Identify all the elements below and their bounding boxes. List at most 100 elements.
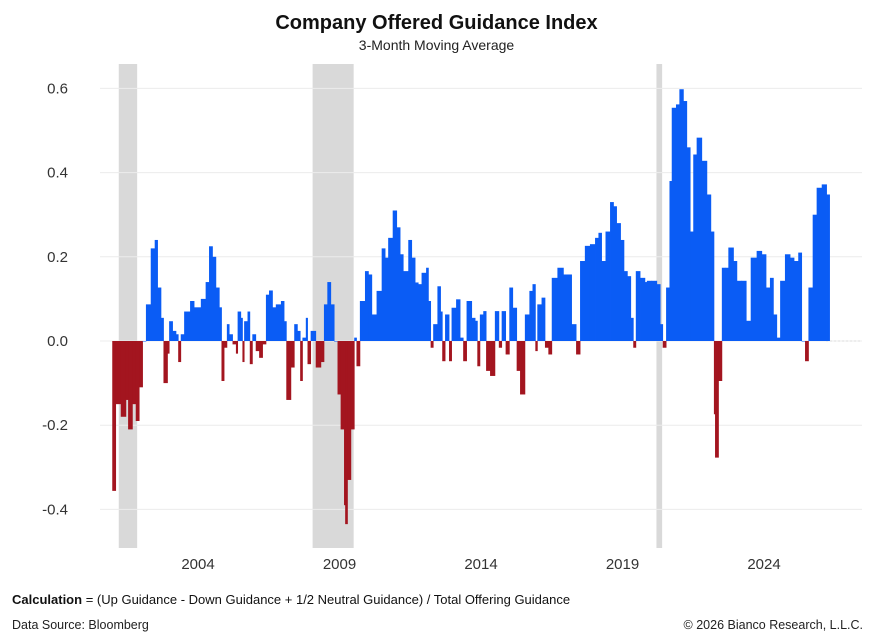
copyright: © 2026 Bianco Research, L.L.C. [683,618,863,632]
recession-band [118,64,138,548]
data-bar [557,267,564,341]
data-bar [205,282,210,341]
data-bar [741,280,747,341]
data-bar [178,341,182,363]
data-bar [780,280,786,341]
data-bar [262,341,267,345]
data-bar [756,250,763,341]
data-bar [773,314,778,341]
y-tick-label: 0.4 [47,165,68,182]
data-bar [172,330,177,341]
data-bar [415,282,419,341]
data-bar [568,274,572,341]
data-bar [139,341,143,388]
data-bar [662,341,667,348]
data-bar [290,341,295,368]
data-bar [693,154,698,341]
data-bar [323,304,328,341]
data-bar [235,341,239,354]
data-bar [150,248,156,341]
data-bar [666,287,670,341]
data-bar [456,299,461,341]
data-bar [154,239,158,341]
data-bar [627,276,632,341]
chart-subtitle: 3-Month Moving Average [358,37,515,53]
data-bar [190,301,195,341]
data-bar [408,239,413,341]
data-bar [300,341,303,381]
data-bar [576,341,581,355]
data-bar [812,214,818,341]
data-bar [200,298,207,341]
data-bar [494,311,500,341]
y-tick-label: -0.2 [42,417,68,434]
data-bar [746,320,752,341]
data-bar [686,147,691,341]
data-bar [128,341,133,430]
data-bar [690,231,694,341]
data-bar [466,301,473,341]
data-bar [330,304,335,341]
data-bar [701,160,708,341]
data-bar [710,231,715,341]
data-bar [307,341,312,365]
data-bar [212,256,217,341]
data-bar [232,341,237,345]
data-bar [418,284,422,341]
data-bar [724,267,729,341]
data-bar [334,341,338,342]
data-bar [371,314,377,341]
data-bar [157,287,162,341]
data-bar [275,304,282,341]
data-bar [396,227,401,341]
data-bar [259,341,263,358]
data-bar [120,341,127,417]
data-bar [821,184,827,341]
data-bar [563,274,569,341]
data-bar [403,271,409,341]
data-bar [240,317,243,341]
data-bar [184,311,191,341]
data-bar [433,324,438,341]
data-bar [640,277,646,341]
data-bar [284,321,287,341]
data-bar [180,334,185,341]
data-bar [790,257,795,341]
data-bar [400,254,404,341]
data-bar [411,257,416,341]
data-bar [683,101,688,341]
data-bar [816,187,823,341]
data-bar [294,324,298,341]
data-bar [255,341,260,352]
x-tick-label: 2004 [181,556,214,573]
data-bar [215,287,220,341]
data-bar [247,311,251,341]
data-bar [635,271,641,341]
data-bar [449,341,452,362]
data-bar [696,137,703,341]
data-bar [571,324,577,341]
data-bar [219,307,222,341]
data-bar [509,287,514,341]
data-bar [430,341,434,348]
data-source: Data Source: Bloomberg [12,618,149,632]
data-bar [265,294,270,341]
data-bar [551,277,558,341]
data-bar [368,274,373,341]
calculation-note: Calculation = (Up Guidance - Down Guidan… [12,592,570,607]
data-bar [769,277,774,341]
x-tick-label: 2024 [747,556,780,573]
data-bar [169,321,173,341]
data-bar [656,284,661,341]
data-bar [776,337,781,341]
data-bar [442,341,446,362]
calculation-label: Calculation [12,592,83,607]
data-bar [598,232,602,341]
data-bar [305,317,308,341]
data-bar [733,261,738,341]
data-bar [426,267,429,341]
y-tick-label: -0.4 [42,501,68,518]
data-bar [269,290,273,341]
data-bar [541,297,546,341]
y-tick-label: 0.2 [47,249,68,266]
